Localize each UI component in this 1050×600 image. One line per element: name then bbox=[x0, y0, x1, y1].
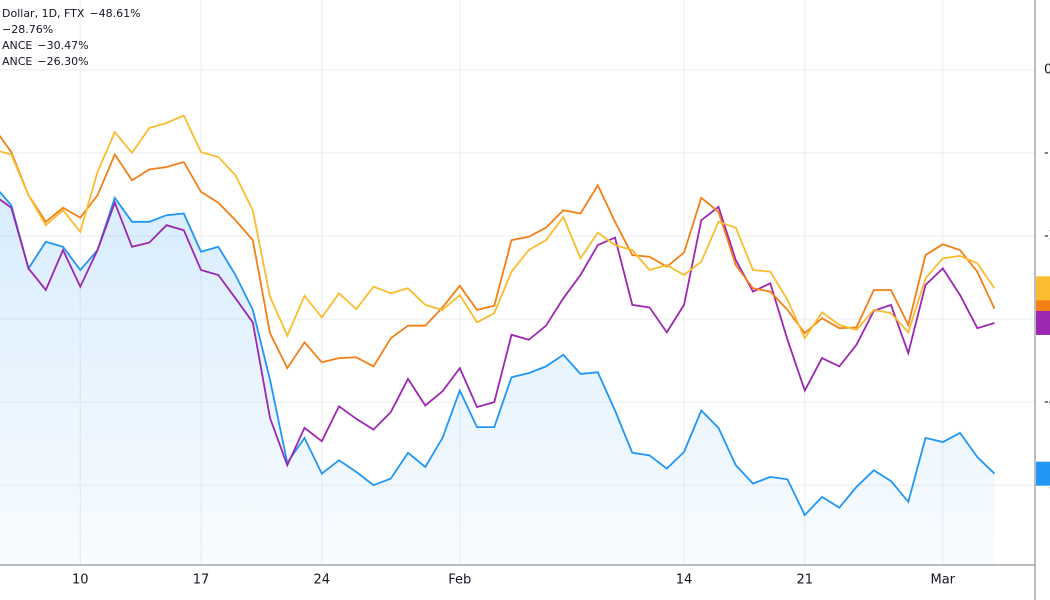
x-tick-label: 24 bbox=[313, 573, 330, 588]
legend-name: ANCE bbox=[2, 39, 32, 52]
x-tick-label: Feb bbox=[448, 573, 471, 588]
axes: 0-10-20-30-40-50101724Feb1421Mar bbox=[72, 62, 1050, 588]
legend-change: −30.47% bbox=[37, 39, 88, 52]
legend-name: ANCE bbox=[2, 55, 32, 68]
price-label bbox=[1036, 461, 1050, 486]
legend-change: −26.30% bbox=[37, 55, 88, 68]
x-tick-label: 10 bbox=[72, 573, 89, 588]
plot-area bbox=[0, 114, 996, 565]
legend-change: −48.61% bbox=[89, 7, 140, 20]
x-tick-label: Mar bbox=[930, 573, 955, 588]
line bbox=[0, 190, 996, 517]
line bbox=[0, 134, 996, 370]
line bbox=[0, 114, 996, 341]
x-tick-label: 21 bbox=[796, 573, 813, 588]
legend: Dollar, 1D, FTX −48.61% −28.76% ANCE −30.47%… bbox=[2, 7, 141, 68]
area bbox=[0, 192, 995, 565]
legend-name: Dollar, 1D, FTX bbox=[2, 7, 85, 20]
y-tick-label: -20 bbox=[1044, 228, 1050, 243]
y-tick-label: 0 bbox=[1044, 62, 1050, 77]
price-label bbox=[1036, 276, 1050, 301]
y-tick-label: -10 bbox=[1044, 145, 1050, 160]
legend-change: −28.76% bbox=[2, 23, 53, 36]
x-tick-label: 17 bbox=[193, 573, 210, 588]
y-tick-label: -40 bbox=[1044, 395, 1050, 410]
x-tick-label: 14 bbox=[676, 573, 693, 588]
price-label bbox=[1036, 310, 1050, 335]
line bbox=[0, 198, 995, 468]
